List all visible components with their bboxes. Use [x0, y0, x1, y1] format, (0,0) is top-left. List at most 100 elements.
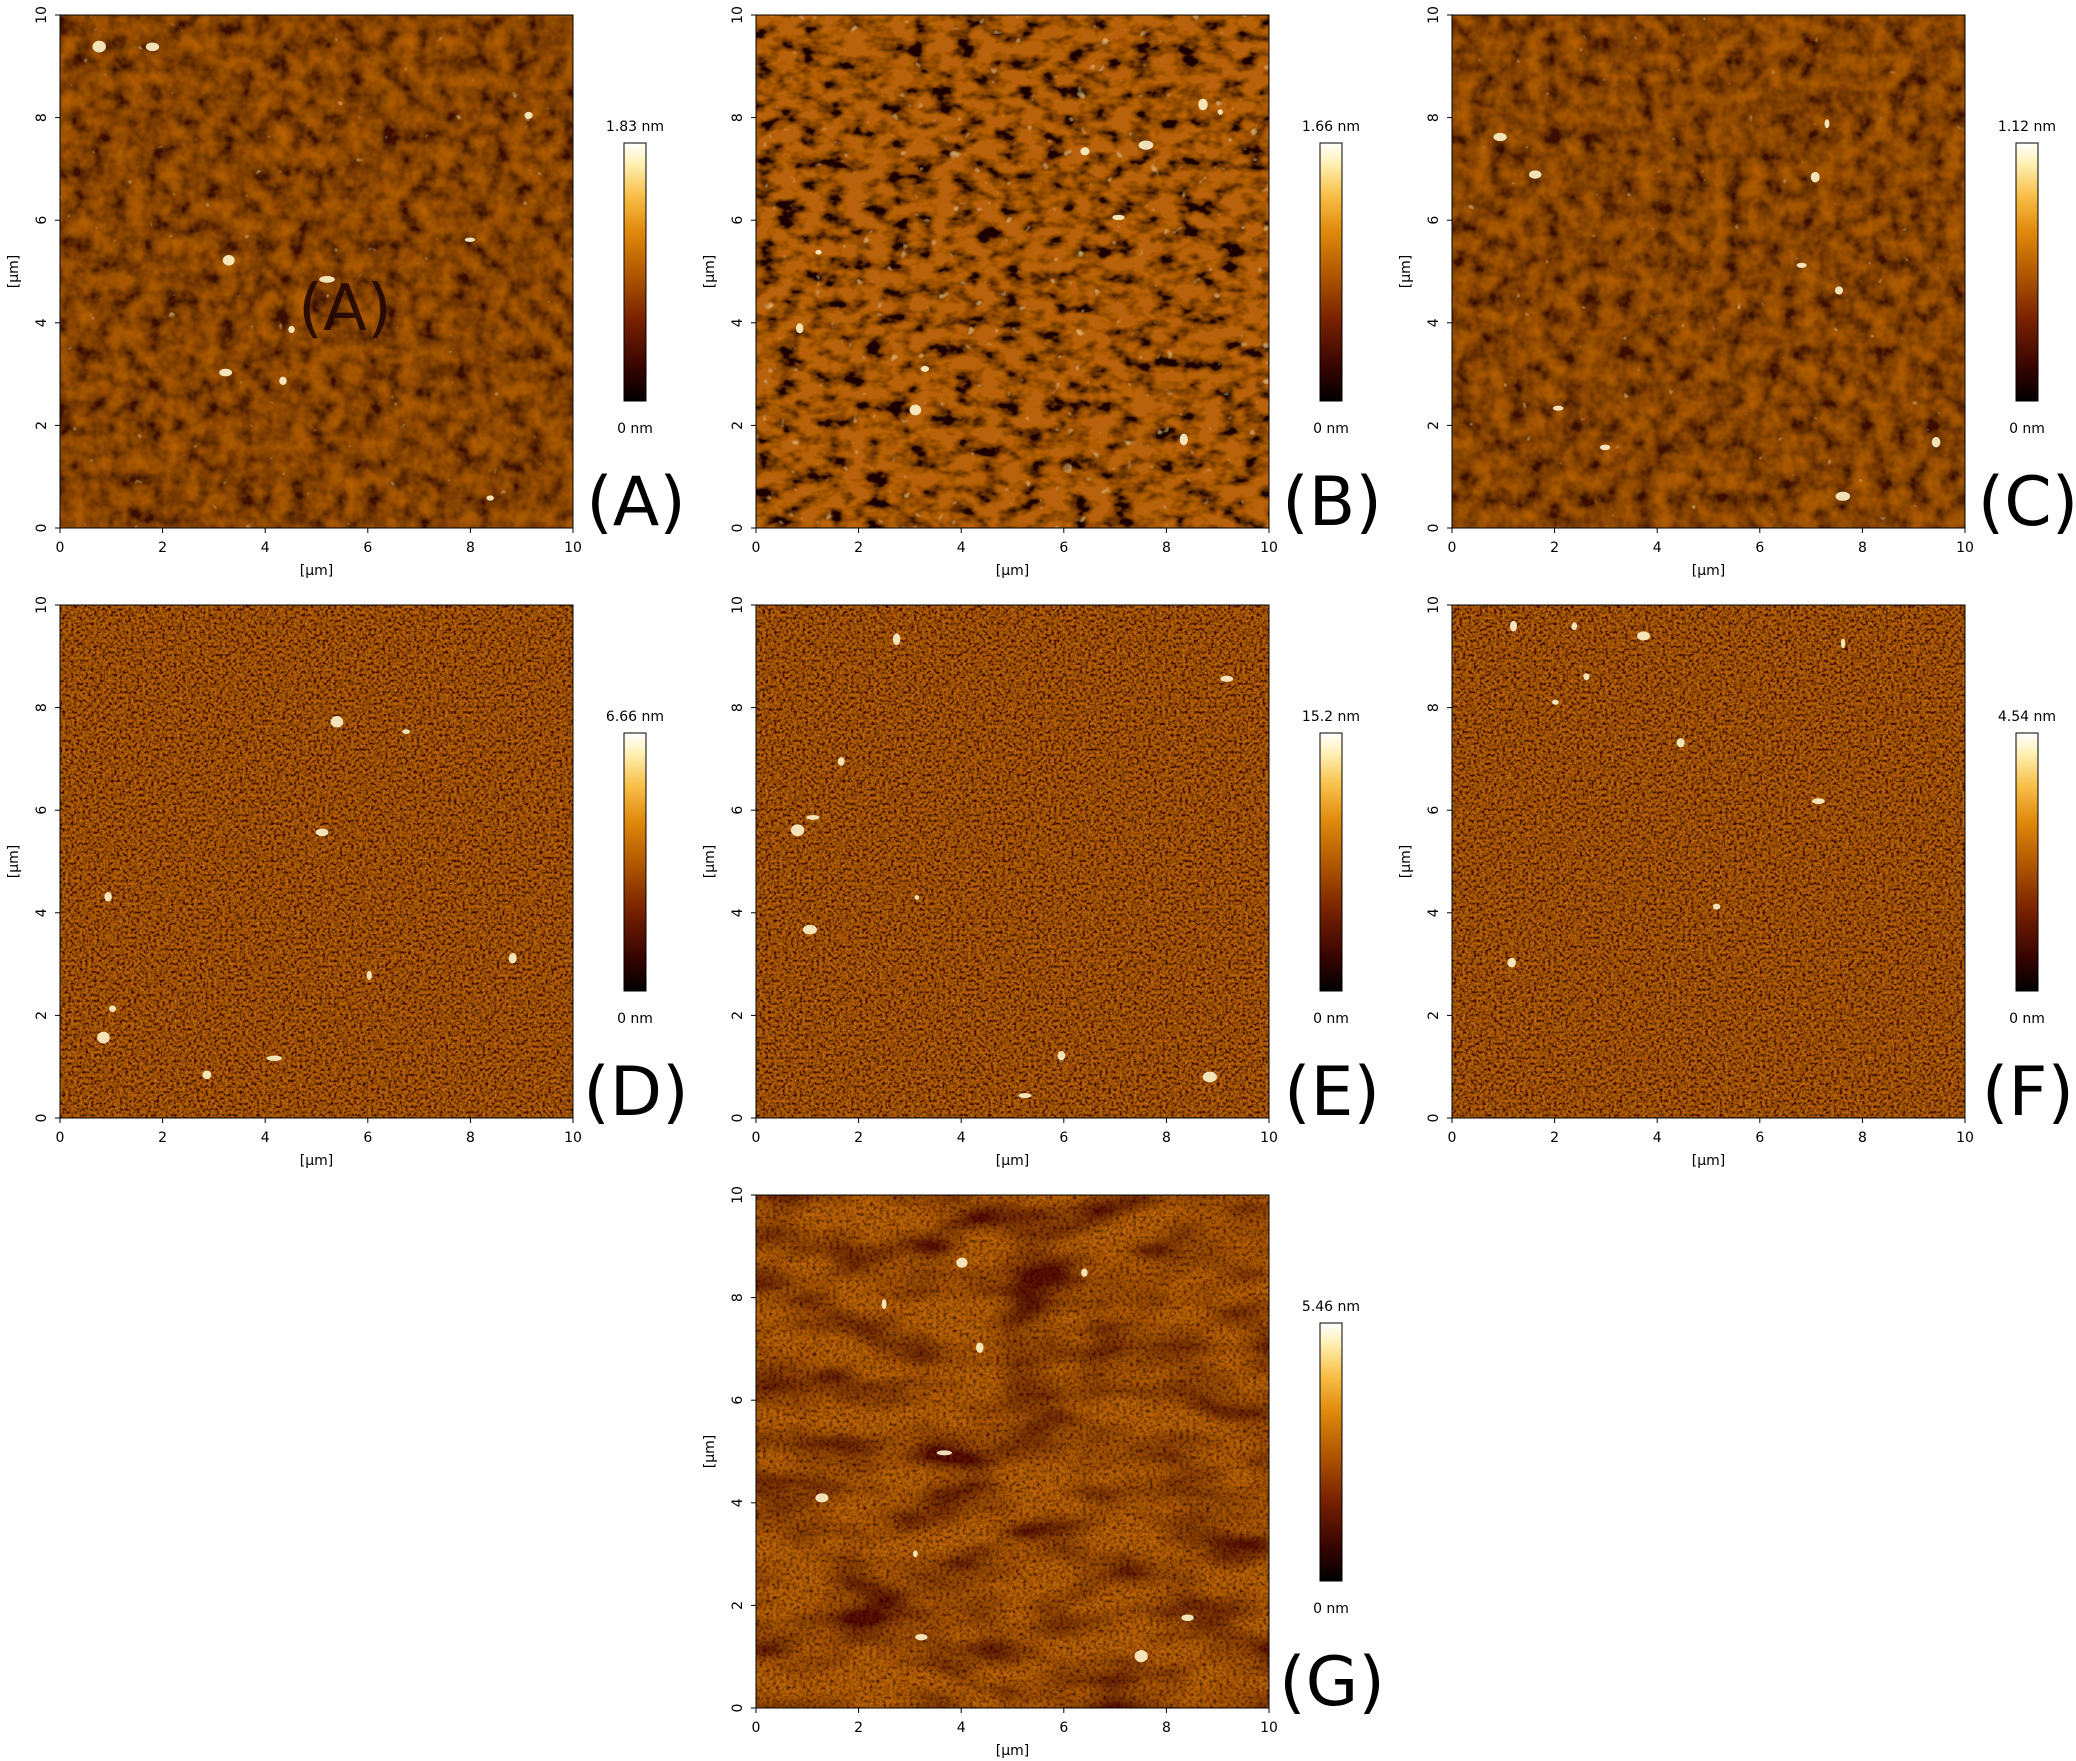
- y-tick-label: 2: [34, 421, 50, 430]
- x-tick-label: 0: [752, 540, 761, 556]
- x-axis-label: [µm]: [300, 563, 333, 579]
- afm-height-map: [1452, 605, 1965, 1118]
- y-tick-label: 4: [1426, 318, 1442, 327]
- y-axis-label: [µm]: [6, 845, 22, 878]
- afm-panel-c: 00 2 2 4 4 6 6 8 8 10 10 [µm] [µm] 1.12 nm 0 nm (C): [1398, 6, 2076, 579]
- scale-max-label: 6.66 nm: [606, 709, 664, 725]
- y-tick-label: 2: [730, 421, 746, 430]
- scale-min-label: 0 nm: [617, 1011, 653, 1027]
- x-tick-label: 2: [158, 540, 167, 556]
- particle-mark: [202, 1070, 212, 1080]
- particle-mark: [508, 952, 517, 964]
- y-tick-label: 4: [730, 908, 746, 917]
- particle-mark: [1529, 170, 1542, 179]
- particle-mark: [524, 111, 533, 119]
- image-frame: [755, 604, 1270, 1119]
- panel-label: (A): [586, 463, 686, 542]
- x-tick-label: 8: [1162, 1720, 1171, 1736]
- particle-mark: [1507, 957, 1516, 968]
- x-tick-label: 2: [158, 1130, 167, 1146]
- y-tick-label: 10: [34, 596, 50, 614]
- y-tick-label: 6: [34, 216, 50, 225]
- x-tick-label: 6: [1059, 1720, 1068, 1736]
- particle-mark: [1931, 436, 1941, 448]
- scale-max-label: 1.66 nm: [1302, 119, 1360, 135]
- afm-height-map: [756, 15, 1269, 528]
- y-tick-label: 6: [1426, 216, 1442, 225]
- particle-mark: [912, 1550, 918, 1558]
- y-tick-label: 8: [1426, 703, 1442, 712]
- particle-mark: [1138, 140, 1154, 150]
- particle-mark: [1080, 147, 1090, 156]
- x-tick-label: 8: [1162, 540, 1171, 556]
- image-frame: [1451, 604, 1966, 1119]
- y-tick-label: 0: [730, 1704, 746, 1713]
- particle-mark: [486, 495, 494, 501]
- y-tick-label: 8: [34, 703, 50, 712]
- particle-mark: [1057, 1050, 1066, 1061]
- x-tick-label: 4: [1653, 540, 1662, 556]
- particle-mark: [915, 1634, 928, 1641]
- y-tick-label: 4: [34, 318, 50, 327]
- scale-max-label: 15.2 nm: [1302, 709, 1360, 725]
- x-tick-label: 6: [1755, 540, 1764, 556]
- particle-mark: [1493, 132, 1507, 142]
- y-tick-label: 4: [730, 1498, 746, 1507]
- scale-max-label: 4.54 nm: [1998, 709, 2056, 725]
- y-tick-label: 0: [1426, 1114, 1442, 1123]
- particle-mark: [1810, 171, 1820, 183]
- particle-mark: [108, 1005, 117, 1012]
- x-tick-label: 6: [1059, 1130, 1068, 1146]
- particle-mark: [1018, 1093, 1032, 1099]
- x-tick-label: 4: [261, 1130, 270, 1146]
- x-tick-label: 10: [564, 1130, 582, 1146]
- particle-mark: [790, 824, 805, 837]
- x-tick-label: 2: [1550, 1130, 1559, 1146]
- particle-mark: [837, 757, 845, 766]
- particle-mark: [1509, 620, 1518, 632]
- x-tick-label: 0: [56, 1130, 65, 1146]
- x-tick-label: 8: [1858, 540, 1867, 556]
- x-tick-label: 4: [957, 540, 966, 556]
- particle-mark: [1202, 1071, 1218, 1083]
- particle-mark: [802, 924, 817, 935]
- particle-mark: [881, 1299, 887, 1310]
- particle-mark: [145, 42, 160, 52]
- particle-mark: [920, 365, 930, 372]
- afm-height-map: [60, 15, 573, 528]
- x-tick-label: 6: [1755, 1130, 1764, 1146]
- x-tick-label: 8: [1858, 1130, 1867, 1146]
- x-tick-label: 8: [466, 540, 475, 556]
- panel-label: (B): [1282, 463, 1382, 542]
- y-tick-label: 0: [730, 524, 746, 533]
- scale-max-label: 1.83 nm: [606, 119, 664, 135]
- x-tick-label: 6: [363, 540, 372, 556]
- x-tick-label: 10: [1260, 540, 1278, 556]
- color-scale-bar: [2015, 732, 2039, 992]
- x-tick-label: 4: [957, 1720, 966, 1736]
- y-tick-label: 6: [730, 216, 746, 225]
- x-tick-label: 4: [957, 1130, 966, 1146]
- y-tick-label: 6: [730, 806, 746, 815]
- y-tick-label: 2: [730, 1011, 746, 1020]
- particle-mark: [315, 828, 329, 837]
- afm-panel-a: (A) 00 2 2 4 4 6 6 8 8 10 10 [µm] [µm] 1.83 nm 0 nm (A): [6, 6, 686, 579]
- panel-label: (G): [1279, 1643, 1385, 1722]
- y-tick-label: 8: [730, 113, 746, 122]
- particle-mark: [1636, 631, 1650, 641]
- particle-mark: [464, 237, 476, 242]
- particle-mark: [914, 895, 920, 900]
- y-axis-label: [µm]: [1398, 255, 1414, 288]
- y-tick-label: 10: [730, 1186, 746, 1204]
- panel-label: (E): [1284, 1053, 1380, 1132]
- y-tick-label: 6: [34, 806, 50, 815]
- y-axis-label: [µm]: [702, 845, 718, 878]
- particle-mark: [222, 255, 235, 266]
- afm-height-map: [756, 605, 1269, 1118]
- particle-mark: [892, 633, 901, 646]
- particle-mark: [366, 970, 372, 981]
- y-tick-label: 10: [1426, 6, 1442, 24]
- x-tick-label: 2: [854, 1720, 863, 1736]
- x-axis-label: [µm]: [300, 1153, 333, 1169]
